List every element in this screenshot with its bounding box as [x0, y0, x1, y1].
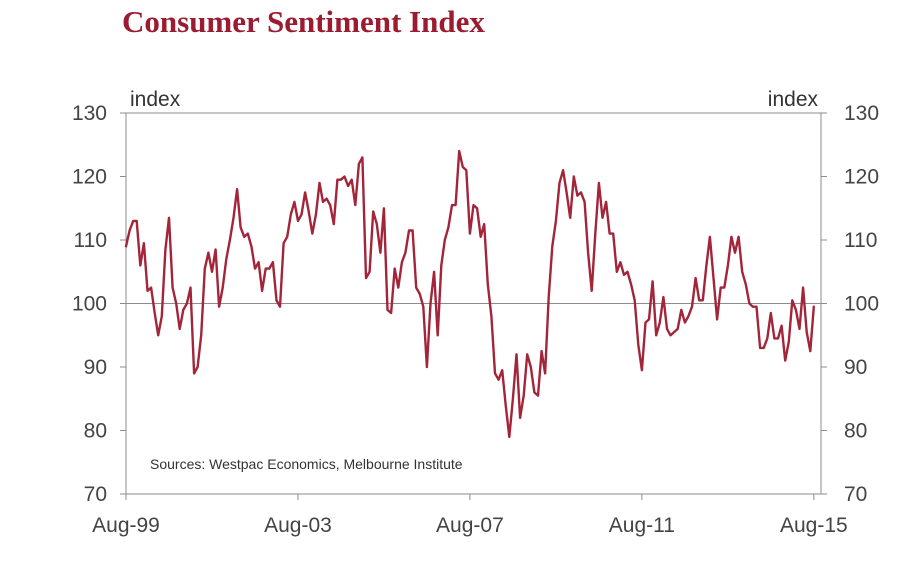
y-axis-left: 70 80 90 100 110 120 130	[72, 102, 126, 506]
y-tick-label-left: 80	[84, 420, 107, 443]
series-line	[124, 149, 815, 439]
y-tick-label-right: 130	[844, 102, 879, 125]
y-tick-label-left: 110	[74, 229, 107, 252]
x-tick-label: Aug-99	[92, 514, 160, 537]
y-tick-label-right: 70	[844, 483, 867, 506]
x-tick-label: Aug-15	[780, 514, 848, 537]
y-tick-label-right: 80	[844, 420, 867, 443]
y-axis-right: 70 80 90 100 110 120 130	[821, 102, 879, 506]
source-annotation: Sources: Westpac Economics, Melbourne In…	[150, 456, 463, 472]
y-tick-label-left: 100	[72, 293, 107, 316]
y-axis-unit-right: index	[768, 88, 819, 111]
x-axis: Aug-99 Aug-03 Aug-07 Aug-11 Aug-15	[92, 494, 848, 537]
y-tick-label-left: 130	[72, 102, 107, 125]
x-tick-label: Aug-11	[609, 514, 675, 537]
y-tick-label-left: 90	[84, 356, 107, 379]
y-tick-label-right: 110	[844, 229, 877, 252]
y-tick-label-left: 120	[72, 166, 107, 189]
y-tick-label-right: 120	[844, 166, 879, 189]
x-tick-label: Aug-03	[264, 514, 332, 537]
y-axis-unit-left: index	[130, 88, 181, 111]
chart-title: Consumer Sentiment Index	[122, 4, 485, 39]
y-tick-label-right: 100	[844, 293, 879, 316]
y-tick-label-left: 70	[84, 483, 107, 506]
x-tick-label: Aug-07	[436, 514, 504, 537]
y-tick-label-right: 90	[844, 356, 867, 379]
